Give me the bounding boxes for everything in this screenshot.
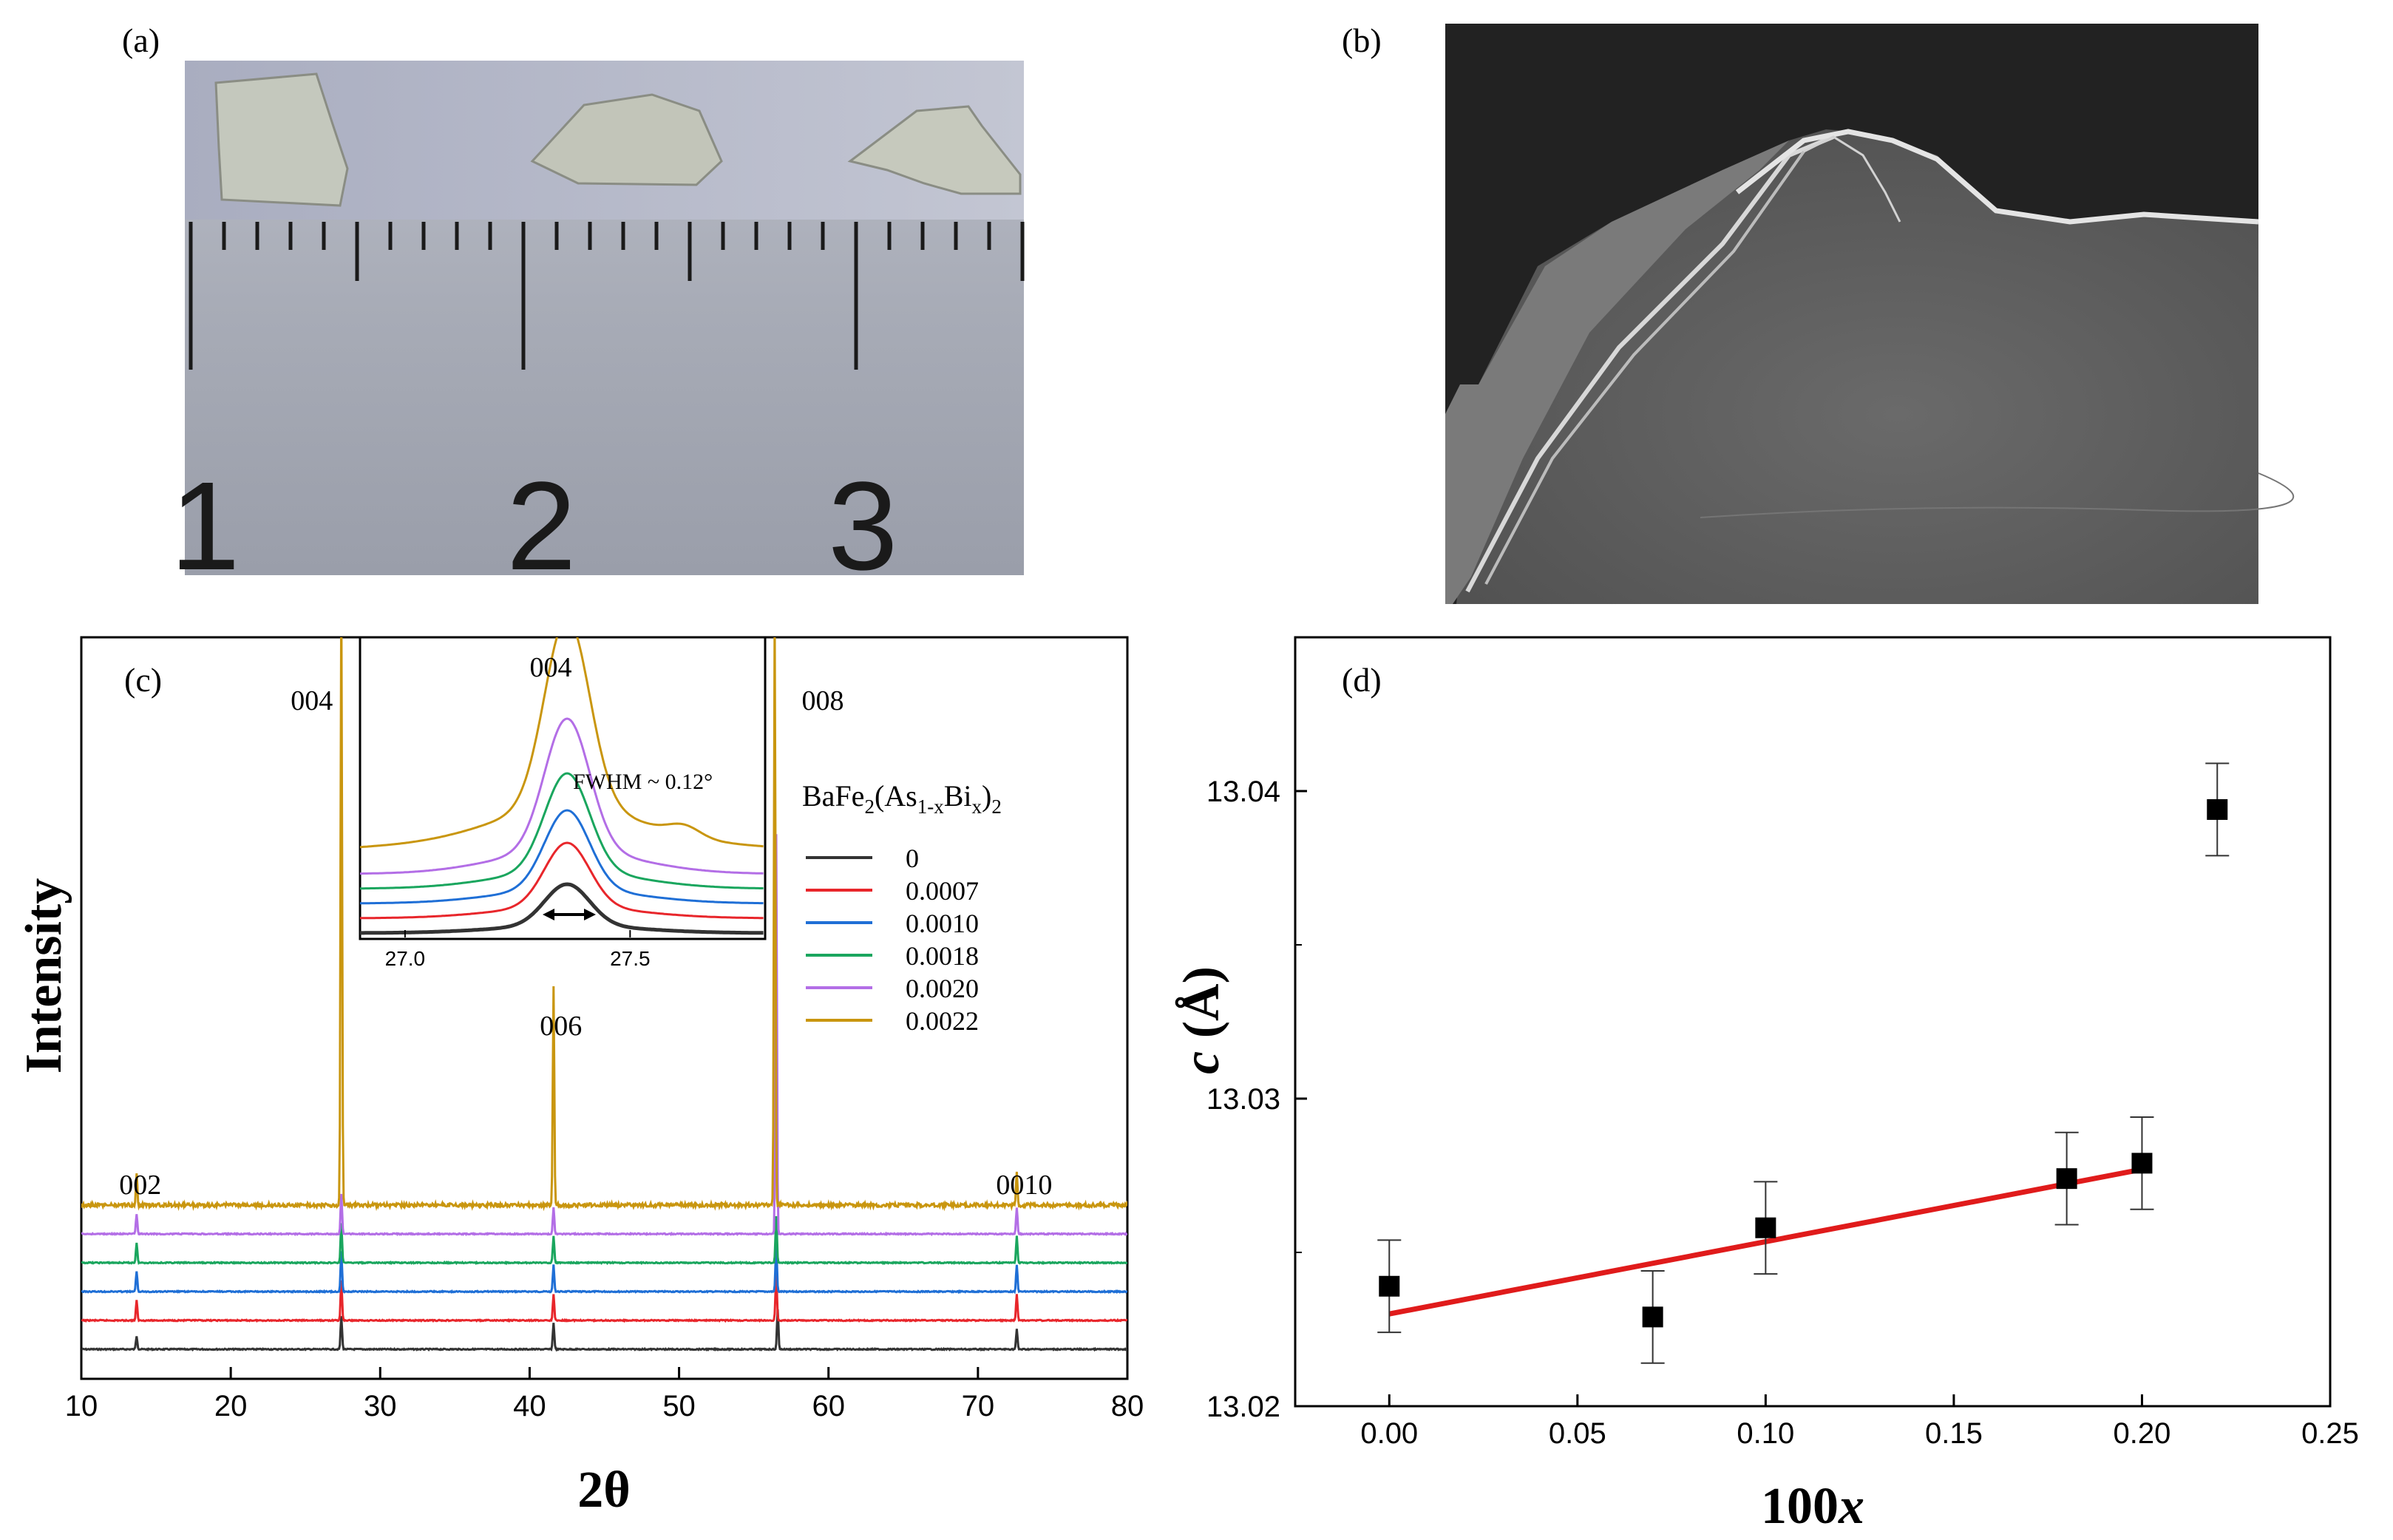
fwhm-arrow bbox=[543, 909, 596, 920]
legend-entry: 0.0010 bbox=[906, 909, 979, 938]
peak-label-008: 008 bbox=[801, 685, 844, 716]
panel-c: 002 004 006 008 0010 10 20 30 40 50 60 70 80 (c) In… bbox=[16, 636, 1144, 1519]
xrd-x-tick-label: 80 bbox=[1111, 1390, 1144, 1422]
crystal-1 bbox=[214, 72, 349, 207]
data-marker bbox=[2207, 798, 2228, 820]
lattice-point bbox=[1754, 1181, 1778, 1275]
ruler-photo: 1 2 3 bbox=[170, 61, 1025, 597]
xrd-y-axis-label: Intensity bbox=[16, 878, 72, 1073]
xrd-series-0_0018 bbox=[81, 1216, 1127, 1266]
lattice-point bbox=[2054, 1131, 2079, 1226]
fwhm-annotation: FWHM ~ 0.12° bbox=[573, 770, 713, 794]
xrd-x-tick-label: 10 bbox=[65, 1390, 98, 1422]
peak-label-006: 006 bbox=[540, 1011, 582, 1042]
xrd-legend: BaFe2(As1-xBix)2 0 0.0007 0.0010 0.0018 0.00… bbox=[802, 779, 1002, 1036]
sem-image bbox=[1445, 24, 2295, 604]
peak-label-004: 004 bbox=[291, 685, 333, 716]
inset-series-0_0020 bbox=[360, 717, 764, 875]
data-marker bbox=[1755, 1217, 1776, 1238]
panel-b: (b) bbox=[1342, 21, 2295, 604]
xrd-inset: 27.0 27.5 004 FWHM ~ 0.12° bbox=[359, 636, 767, 970]
xrd-series-0_0010 bbox=[81, 1244, 1127, 1295]
inset-peak-label: 004 bbox=[530, 652, 572, 683]
lattice-point bbox=[2205, 762, 2230, 857]
xrd-peak-labels: 002 004 006 008 0010 bbox=[119, 685, 1052, 1201]
lattice-plot-frame bbox=[1294, 636, 2332, 1408]
legend-entry: 0.0022 bbox=[906, 1006, 979, 1036]
inset-x-tick-label: 27.0 bbox=[385, 947, 426, 970]
xrd-series-0 bbox=[81, 1309, 1127, 1352]
crystal-2 bbox=[530, 93, 723, 186]
xrd-x-tick-label: 60 bbox=[812, 1390, 845, 1422]
xrd-x-axis: 10 20 30 40 50 60 70 80 bbox=[65, 1367, 1144, 1422]
legend-entry: 0.0018 bbox=[906, 941, 979, 971]
panel-b-label: (b) bbox=[1342, 21, 1382, 59]
lattice-x-axis-label: 100x bbox=[1761, 1478, 1864, 1535]
lattice-point bbox=[2130, 1116, 2154, 1210]
panel-a-label: (a) bbox=[122, 21, 160, 59]
panel-d: (d) 0.00 0.05 0.10 0.15 0.20 0.25 13.02 13.03 13… bbox=[1173, 636, 2359, 1535]
ruler-number-2: 2 bbox=[506, 456, 577, 597]
inset-x-tick-label: 27.5 bbox=[610, 947, 651, 970]
ruler-number-3: 3 bbox=[828, 456, 898, 597]
lattice-x-tick-label: 0.20 bbox=[2114, 1417, 2171, 1450]
inset-series-0_0010 bbox=[360, 809, 764, 905]
peak-label-0010: 0010 bbox=[996, 1170, 1052, 1201]
data-marker bbox=[2131, 1153, 2153, 1174]
lattice-x-tick-label: 0.00 bbox=[1360, 1417, 1418, 1450]
lattice-point bbox=[1377, 1239, 1402, 1334]
lattice-x-tick-label: 0.25 bbox=[2301, 1417, 2359, 1450]
xrd-x-axis-label: 2θ bbox=[577, 1462, 631, 1519]
inset-series-0 bbox=[360, 882, 764, 935]
inset-frame bbox=[359, 636, 767, 940]
lattice-y-tick-label: 13.03 bbox=[1206, 1083, 1280, 1116]
lattice-point bbox=[1640, 1269, 1665, 1364]
data-marker bbox=[2056, 1168, 2077, 1190]
ruler-number-1: 1 bbox=[170, 456, 240, 597]
inset-x-axis: 27.0 27.5 bbox=[385, 930, 651, 970]
lattice-x-tick-label: 0.15 bbox=[1925, 1417, 1983, 1450]
xrd-series-group bbox=[81, 637, 1127, 1352]
inset-series-0_0018 bbox=[360, 772, 764, 890]
xrd-x-tick-label: 30 bbox=[364, 1390, 397, 1422]
lattice-x-tick-label: 0.10 bbox=[1737, 1417, 1794, 1450]
panel-c-label: (c) bbox=[124, 661, 162, 699]
xrd-x-tick-label: 70 bbox=[962, 1390, 995, 1422]
lattice-axes: 0.00 0.05 0.10 0.15 0.20 0.25 13.02 13.03 13.04 bbox=[1206, 637, 2359, 1450]
legend-entry: 0.0020 bbox=[906, 974, 979, 1003]
lattice-x-tick-label: 0.05 bbox=[1549, 1417, 1606, 1450]
xrd-series-0_0020 bbox=[81, 834, 1127, 1237]
lattice-points bbox=[1377, 762, 2230, 1364]
legend-entry: 0.0007 bbox=[906, 876, 979, 906]
legend-entry: 0 bbox=[906, 844, 919, 873]
xrd-series-0_0022 bbox=[81, 637, 1127, 1212]
inset-series-group bbox=[360, 637, 764, 935]
xrd-x-tick-label: 50 bbox=[662, 1390, 696, 1422]
xrd-x-tick-label: 20 bbox=[214, 1390, 248, 1422]
inset-series-0_0022 bbox=[360, 637, 764, 849]
xrd-series-0_0007 bbox=[81, 1274, 1127, 1323]
lattice-y-tick-label: 13.02 bbox=[1206, 1391, 1280, 1423]
panel-a: (a) 1 2 3 bbox=[122, 21, 1025, 597]
panel-d-label: (d) bbox=[1342, 661, 1382, 699]
crystal-3 bbox=[847, 105, 1022, 195]
lattice-y-tick-label: 13.04 bbox=[1206, 776, 1280, 808]
data-marker bbox=[1379, 1275, 1400, 1297]
data-marker bbox=[1642, 1306, 1663, 1328]
lattice-y-axis-label: c (Å) bbox=[1173, 966, 1230, 1074]
legend-title: BaFe2(As1-xBix)2 bbox=[802, 779, 1002, 818]
peak-label-002: 002 bbox=[119, 1170, 161, 1201]
inset-series-0_0007 bbox=[360, 841, 764, 920]
xrd-x-tick-label: 40 bbox=[513, 1390, 546, 1422]
